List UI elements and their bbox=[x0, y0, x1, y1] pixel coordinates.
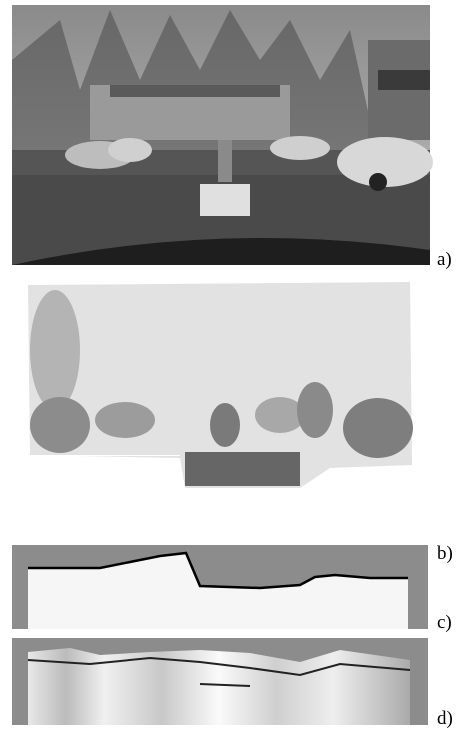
cost-image bbox=[12, 638, 428, 725]
disparity-map bbox=[28, 282, 413, 488]
camera-image bbox=[12, 5, 433, 265]
free-space-map bbox=[12, 545, 428, 629]
panel-label: c) bbox=[437, 612, 452, 633]
panel-label: d) bbox=[437, 708, 453, 729]
panel-label: a) bbox=[437, 249, 452, 270]
panel-label: b) bbox=[437, 543, 453, 564]
